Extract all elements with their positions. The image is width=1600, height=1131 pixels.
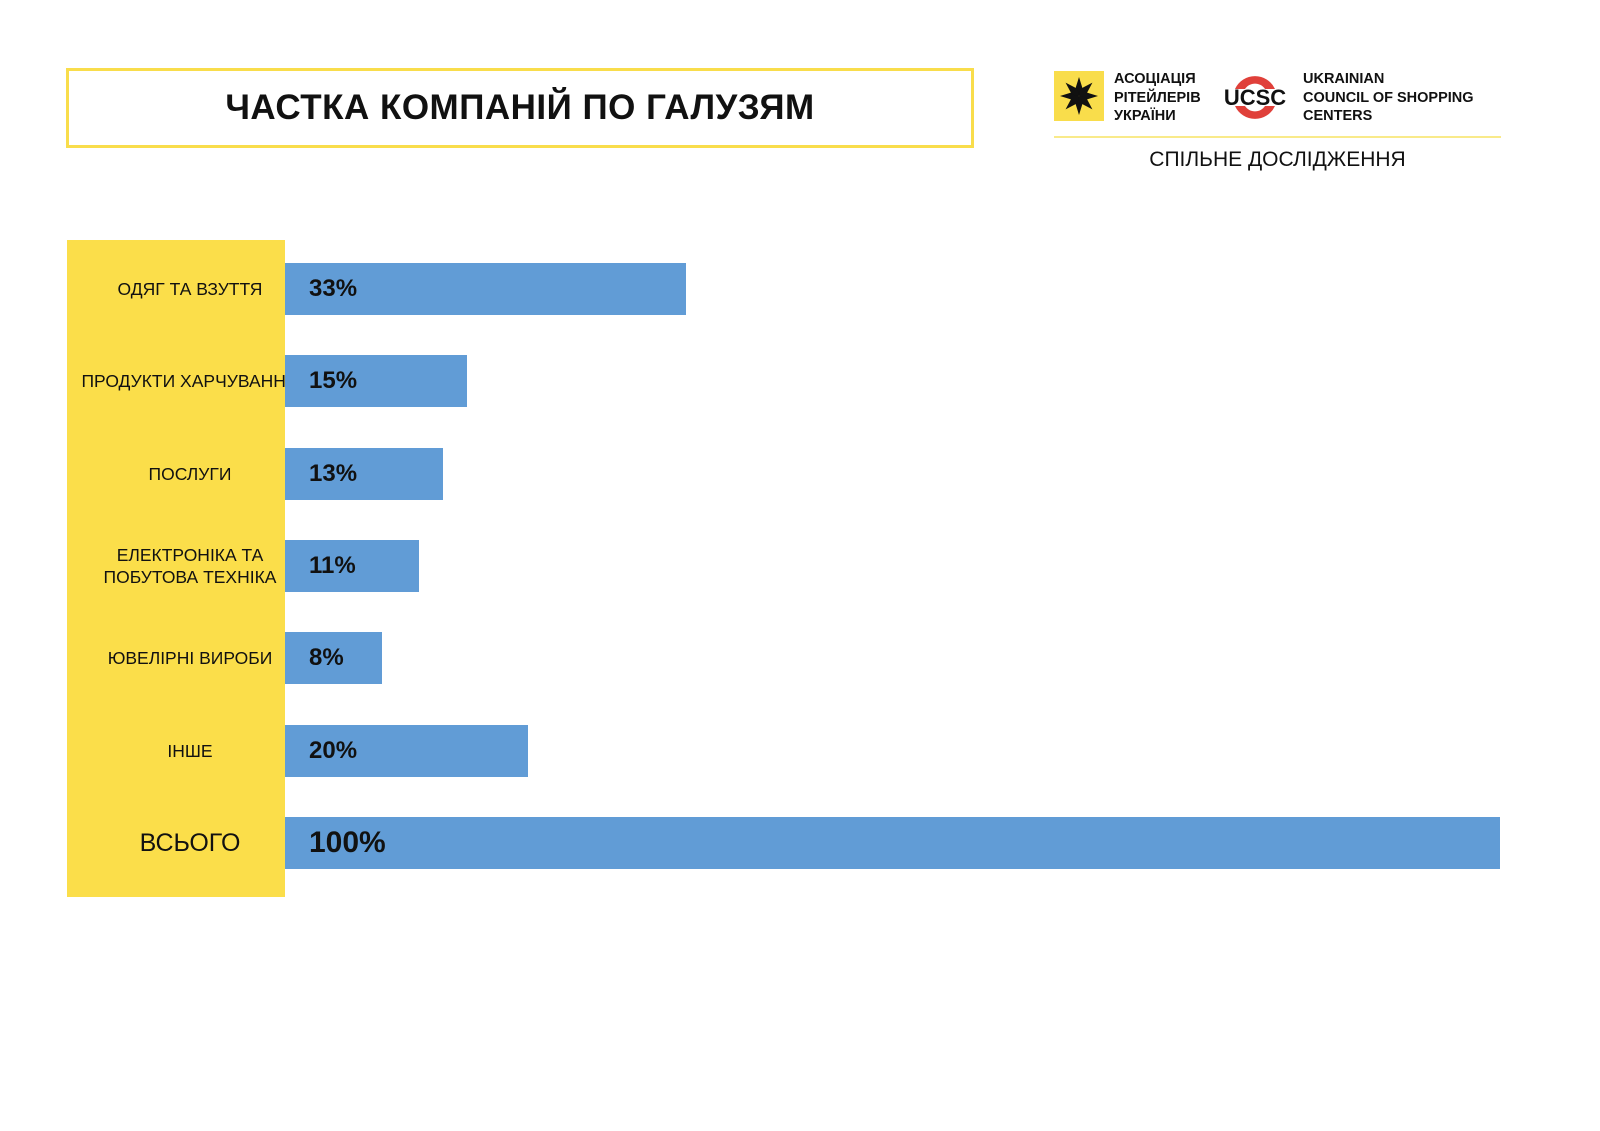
- category-label: ВСЬОГО: [139, 828, 241, 857]
- retailers-association-logo: [1054, 71, 1104, 121]
- category-label: ЮВЕЛІРНІ ВИРОБИ: [107, 648, 273, 669]
- divider: [1054, 136, 1501, 138]
- ucsc-name: UKRAINIAN COUNCIL OF SHOPPING CENTERS: [1303, 70, 1474, 126]
- logos: АСОЦІАЦІЯ РІТЕЙЛЕРІВ УКРАЇНИ UCSC UKRAIN…: [1054, 70, 1501, 180]
- category-label: ЕЛЕКТРОНІКА ТА ПОБУТОВА ТЕХНІКА: [103, 544, 277, 587]
- subtitle: СПІЛЬНЕ ДОСЛІДЖЕННЯ: [1149, 148, 1406, 171]
- logo-text-line: УКРАЇНИ: [1114, 108, 1176, 124]
- bar: [285, 816, 1500, 869]
- bar: [285, 724, 528, 777]
- logo-text-line: АСОЦІАЦІЯ: [1114, 71, 1196, 87]
- retailers-association-name: АСОЦІАЦІЯ РІТЕЙЛЕРІВ УКРАЇНИ: [1114, 70, 1201, 126]
- ucsc-logo: UCSC: [1221, 72, 1289, 120]
- title-box: ЧАСТКА КОМПАНІЙ ПО ГАЛУЗЯМ: [66, 68, 974, 148]
- bar: [285, 447, 443, 500]
- bar: [285, 355, 468, 408]
- data-label: 8%: [309, 644, 344, 672]
- star-ornament-icon: [1060, 77, 1098, 115]
- data-label: 11%: [309, 551, 356, 579]
- page-title: ЧАСТКА КОМПАНІЙ ПО ГАЛУЗЯМ: [225, 88, 815, 127]
- data-label: 33%: [309, 275, 358, 302]
- data-label: 20%: [309, 736, 358, 764]
- data-label: 100%: [309, 825, 386, 859]
- category-label: ПОСЛУГИ: [148, 463, 232, 484]
- ucsc-mark-text: UCSC: [1224, 85, 1286, 110]
- category-label: ІНШЕ: [167, 740, 213, 761]
- category-label: ОДЯГ ТА ВЗУТТЯ: [117, 279, 263, 299]
- bar: [285, 263, 686, 315]
- data-label: 15%: [309, 367, 358, 395]
- data-label: 13%: [309, 459, 358, 487]
- bar: [285, 539, 419, 592]
- logo-text-line: UKRAINIAN: [1303, 71, 1385, 87]
- bar: [285, 632, 383, 685]
- logo-text-line: COUNCIL OF SHOPPING: [1303, 89, 1474, 106]
- logo-text-line: CENTERS: [1303, 108, 1373, 124]
- category-column: [67, 240, 285, 897]
- category-label: ПРОДУКТИ ХАРЧУВАННЯ: [81, 371, 299, 392]
- logo-text-line: РІТЕЙЛЕРІВ: [1114, 89, 1201, 106]
